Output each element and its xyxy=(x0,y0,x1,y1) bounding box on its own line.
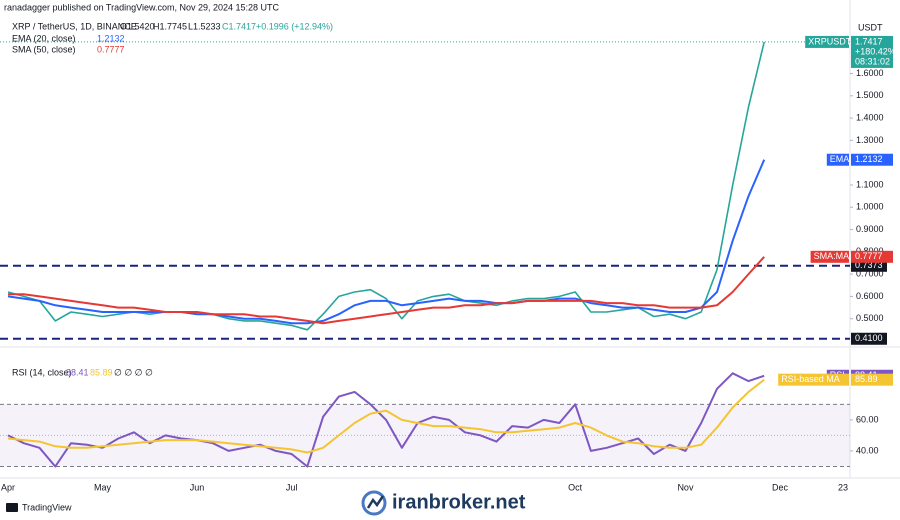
series-line xyxy=(7,378,765,454)
x-tick-label: Nov xyxy=(677,482,694,492)
legend-entry: XRP / TetherUS, 1D, BINANCE xyxy=(12,21,137,31)
tag-value: 85.89 xyxy=(855,374,878,384)
legend-entry: EMA (20, close) xyxy=(12,33,76,43)
y-tick-label: 0.5000 xyxy=(856,313,884,323)
sma-legend-value: 0.7777 xyxy=(97,44,125,54)
footer-brand: TradingView xyxy=(22,502,72,512)
y-tick-label: 1.6000 xyxy=(856,68,884,78)
y-tick-label: 1.1000 xyxy=(856,179,884,189)
tag-value-box xyxy=(851,250,893,263)
publisher: ranadagger published on TradingView.com,… xyxy=(4,2,280,12)
rsi-legend-value: 88.41 xyxy=(66,367,89,377)
currency: USDT xyxy=(858,22,883,32)
tag-name: SMA:MA xyxy=(814,251,850,261)
tag-value: 1.7417 xyxy=(855,36,883,46)
level-tag: 0.4100 xyxy=(855,333,883,343)
series-line xyxy=(8,256,765,325)
rsi-title: RSI (14, close) xyxy=(12,367,72,377)
level-tag-box xyxy=(851,332,887,345)
ohlc-high: H1.7745 xyxy=(153,21,187,31)
y-tick-label: 1.3000 xyxy=(856,135,884,145)
watermark: iranbroker.net xyxy=(392,491,526,513)
y-tick-label: 1.4000 xyxy=(856,112,884,122)
x-tick-label: Dec xyxy=(772,482,789,492)
series-line xyxy=(7,372,765,468)
x-tick-label: Jul xyxy=(286,482,298,492)
tag-value-box xyxy=(851,153,893,166)
y-tick-label: 1.5000 xyxy=(856,90,884,100)
y-tick-label: 1.0000 xyxy=(856,202,884,212)
x-tick-label: 23 xyxy=(838,482,848,492)
tag-box xyxy=(826,153,849,166)
tag-name: XRPUSDT xyxy=(808,36,852,46)
tag-value: 0.7777 xyxy=(855,251,883,261)
x-tick-label: Apr xyxy=(1,482,15,492)
x-tick-label: Oct xyxy=(568,482,583,492)
rsi-legend-extra: ∅ ∅ ∅ ∅ xyxy=(114,367,153,377)
tag-name: EMA xyxy=(830,154,850,164)
x-tick-label: May xyxy=(94,482,112,492)
ohlc-close: C1.7417 xyxy=(222,21,256,31)
tag-value: +180.42% xyxy=(855,46,896,56)
tag-value: 08:31:02 xyxy=(855,56,890,66)
tag-box xyxy=(778,373,849,386)
ohlc-open: O1.5420 xyxy=(120,21,155,31)
y-tick-label: 40.00 xyxy=(856,445,879,455)
y-tick-label: 0.9000 xyxy=(856,224,884,234)
tag-box xyxy=(805,35,849,48)
y-tick-label: 0.6000 xyxy=(856,291,884,301)
level-tag-box xyxy=(851,259,887,272)
watermark-icon xyxy=(361,490,387,516)
legend-entry: SMA (50, close) xyxy=(12,44,76,54)
ohlc-low: L1.5233 xyxy=(188,21,221,31)
x-tick-label: Jun xyxy=(190,482,205,492)
y-tick-label: 60.00 xyxy=(856,414,879,424)
y-tick-label: 0.7000 xyxy=(856,268,884,278)
tag-value-box xyxy=(851,35,893,68)
tag-box xyxy=(810,250,849,263)
tag-value: 1.2132 xyxy=(855,154,883,164)
tag-value-box xyxy=(851,373,893,386)
footer-logo xyxy=(6,503,18,512)
ema-legend-value: 1.2132 xyxy=(97,33,125,43)
ohlc-change: +0.1996 (+12.94%) xyxy=(256,21,333,31)
tag-name: RSI-based MA xyxy=(781,374,840,384)
series-line xyxy=(7,159,766,325)
level-tag: 0.7373 xyxy=(855,260,883,270)
rsi-ma-legend-value: 85.89 xyxy=(90,367,113,377)
